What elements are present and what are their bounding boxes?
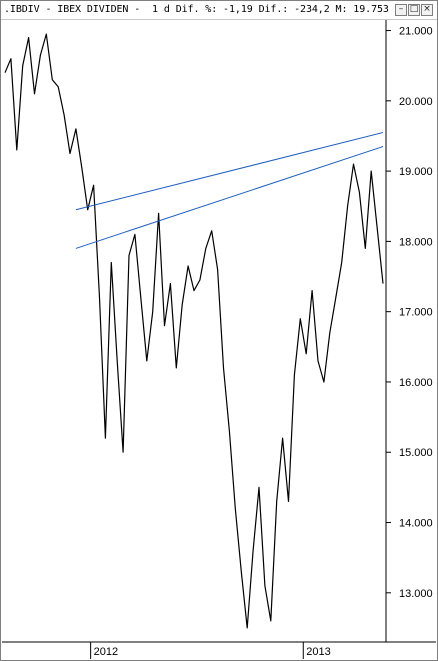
y-tick-label: 21.000 — [399, 26, 433, 38]
close-button[interactable]: × — [421, 4, 433, 16]
y-tick-label: 13.000 — [399, 588, 433, 600]
y-tick-label: 14.000 — [399, 518, 433, 530]
window-title: .IBDIV - IBEX DIVIDEN - 1 d Dif. %: -1,1… — [4, 4, 389, 15]
y-tick-label: 16.000 — [399, 377, 433, 389]
title-bar[interactable]: .IBDIV - IBEX DIVIDEN - 1 d Dif. %: -1,1… — [1, 1, 437, 20]
y-tick-label: 19.000 — [399, 166, 433, 178]
x-tick-label: 2012 — [94, 646, 118, 658]
y-tick-label: 18.000 — [399, 236, 433, 248]
price-series-line — [4, 33, 384, 629]
restore-button[interactable]: □ — [408, 4, 420, 16]
trend-line — [75, 146, 384, 249]
y-tick-label: 15.000 — [399, 447, 433, 459]
minimize-button[interactable]: – — [395, 4, 407, 16]
trend-line — [75, 131, 384, 211]
y-tick-label: 20.000 — [399, 96, 433, 108]
x-tick-label: 2013 — [306, 646, 330, 658]
y-tick-label: 17.000 — [399, 307, 433, 319]
